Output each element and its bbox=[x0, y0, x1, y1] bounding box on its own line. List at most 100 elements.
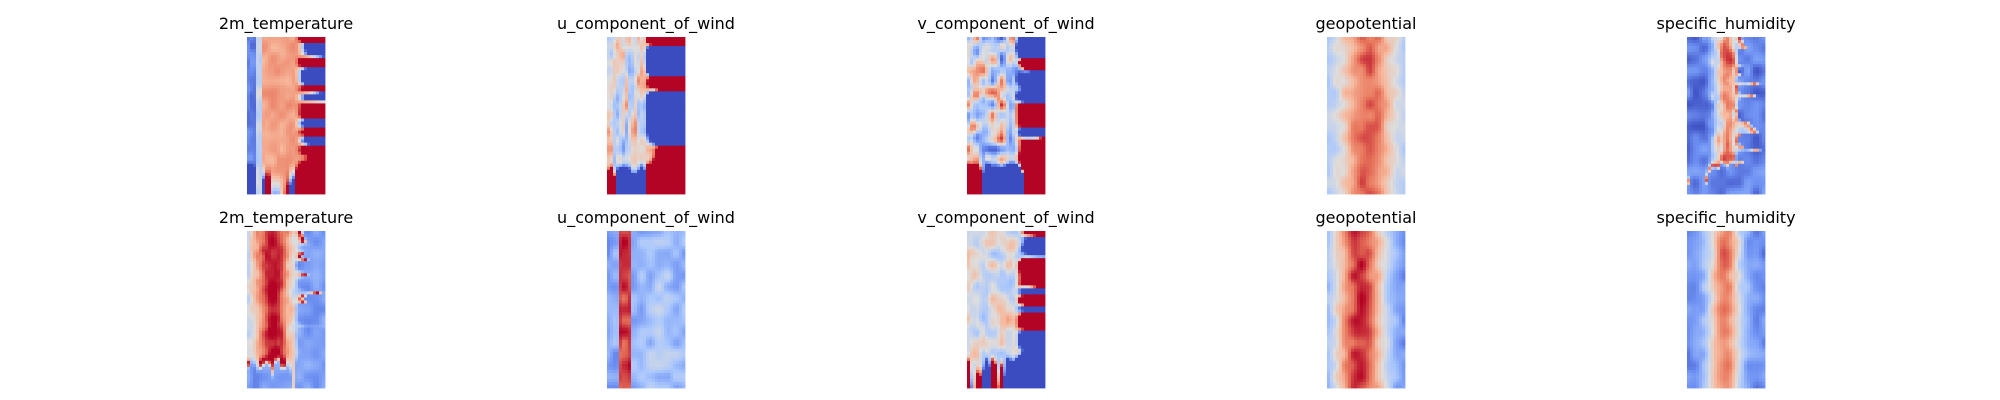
heatmap-cell bbox=[640, 133, 644, 138]
heatmap-cell bbox=[1027, 127, 1031, 131]
heatmap-cell bbox=[973, 52, 977, 56]
heatmap-cell bbox=[679, 172, 683, 177]
heatmap-cell bbox=[622, 52, 626, 56]
heatmap-cell bbox=[256, 145, 260, 150]
heatmap-cell bbox=[292, 64, 296, 68]
heatmap-cell bbox=[652, 154, 656, 159]
heatmap-cell bbox=[250, 190, 254, 195]
heatmap-cell bbox=[253, 109, 257, 113]
heatmap-cell bbox=[1024, 118, 1028, 122]
heatmap-cell bbox=[310, 91, 314, 95]
heatmap-cell bbox=[1399, 79, 1403, 83]
heatmap-cell bbox=[307, 58, 311, 62]
heatmap-cell bbox=[298, 64, 302, 68]
heatmap-cell bbox=[268, 106, 272, 110]
heatmap-cell bbox=[1021, 100, 1025, 104]
heatmap-cell bbox=[1345, 139, 1349, 144]
heatmap-cell bbox=[1000, 85, 1004, 89]
heatmap-cell bbox=[256, 160, 260, 165]
heatmap-cell bbox=[661, 169, 665, 174]
heatmap-cell bbox=[1003, 172, 1007, 177]
heatmap-cell bbox=[664, 64, 668, 68]
heatmap-cell bbox=[616, 61, 620, 65]
heatmap-cell bbox=[988, 130, 992, 135]
heatmap-cell bbox=[1345, 37, 1349, 41]
heatmap-cell bbox=[979, 37, 983, 41]
heatmap-cell bbox=[1384, 127, 1388, 131]
heatmap-cell bbox=[625, 115, 629, 119]
heatmap-cell bbox=[1015, 115, 1019, 119]
heatmap-cell bbox=[280, 169, 284, 174]
heatmap-cell bbox=[661, 61, 665, 65]
heatmap-cell bbox=[1387, 73, 1391, 77]
heatmap-cell bbox=[637, 148, 641, 153]
heatmap-cell bbox=[985, 136, 989, 141]
heatmap-cell bbox=[607, 187, 611, 192]
heatmap-cell bbox=[283, 109, 287, 113]
heatmap-cell bbox=[982, 49, 986, 53]
heatmap-cell bbox=[1402, 67, 1406, 71]
heatmap-cell bbox=[1363, 118, 1367, 122]
heatmap-cell bbox=[682, 139, 686, 144]
heatmap-cell bbox=[313, 112, 317, 116]
heatmap-cell bbox=[1375, 142, 1379, 147]
heatmap-cell bbox=[262, 61, 266, 65]
heatmap-cell bbox=[997, 154, 1001, 159]
heatmap-cell bbox=[313, 94, 317, 98]
heatmap-cell bbox=[1003, 124, 1007, 128]
heatmap-cell bbox=[313, 157, 317, 162]
heatmap-cell bbox=[1039, 97, 1043, 101]
heatmap-cell bbox=[295, 115, 299, 119]
heatmap-cell bbox=[298, 175, 302, 180]
heatmap-cell bbox=[1018, 121, 1022, 125]
heatmap-cell bbox=[307, 115, 311, 119]
heatmap-cell bbox=[667, 37, 671, 41]
heatmap-cell bbox=[985, 190, 989, 195]
heatmap-cell bbox=[652, 151, 656, 156]
heatmap-cell bbox=[277, 55, 281, 59]
heatmap-cell bbox=[1369, 73, 1373, 77]
heatmap-cell bbox=[616, 121, 620, 125]
heatmap-cell bbox=[985, 118, 989, 122]
heatmap-cell bbox=[1027, 79, 1031, 83]
heatmap-cell bbox=[316, 166, 320, 171]
heatmap-cell bbox=[661, 184, 665, 189]
heatmap-cell bbox=[997, 43, 1001, 47]
heatmap-cell bbox=[292, 40, 296, 44]
heatmap-cell bbox=[637, 109, 641, 113]
heatmap-cell bbox=[1381, 88, 1385, 92]
heatmap-cell bbox=[1333, 88, 1337, 92]
heatmap-cell bbox=[1345, 103, 1349, 107]
heatmap-cell bbox=[319, 142, 323, 147]
heatmap-cell bbox=[1003, 94, 1007, 98]
heatmap-cell bbox=[646, 145, 650, 150]
heatmap-cell bbox=[274, 85, 278, 89]
heatmap-cell bbox=[274, 178, 278, 183]
heatmap-cell bbox=[1012, 112, 1016, 116]
heatmap-cell bbox=[613, 136, 617, 141]
heatmap-cell bbox=[1024, 127, 1028, 131]
heatmap-cell bbox=[1372, 106, 1376, 110]
heatmap-cell bbox=[313, 76, 317, 80]
heatmap-cell bbox=[991, 100, 995, 104]
heatmap-cell bbox=[1372, 79, 1376, 83]
heatmap-cell bbox=[988, 49, 992, 53]
heatmap-cell bbox=[253, 106, 257, 110]
heatmap-cell bbox=[1021, 157, 1025, 162]
heatmap-cell bbox=[1345, 136, 1349, 141]
heatmap-cell bbox=[298, 46, 302, 50]
heatmap-cell bbox=[1357, 130, 1361, 135]
heatmap-cell bbox=[310, 187, 314, 192]
heatmap-cell bbox=[658, 85, 662, 89]
heatmap-cell bbox=[1009, 88, 1013, 92]
heatmap-cell bbox=[640, 145, 644, 150]
heatmap-cell bbox=[655, 175, 659, 180]
heatmap-cell bbox=[1009, 55, 1013, 59]
heatmap-cell bbox=[607, 115, 611, 119]
heatmap-cell bbox=[997, 73, 1001, 77]
heatmap-cell bbox=[658, 142, 662, 147]
heatmap-cell bbox=[307, 76, 311, 80]
heatmap-cell bbox=[1027, 157, 1031, 162]
heatmap-cell bbox=[295, 109, 299, 113]
heatmap-cell bbox=[1009, 73, 1013, 77]
